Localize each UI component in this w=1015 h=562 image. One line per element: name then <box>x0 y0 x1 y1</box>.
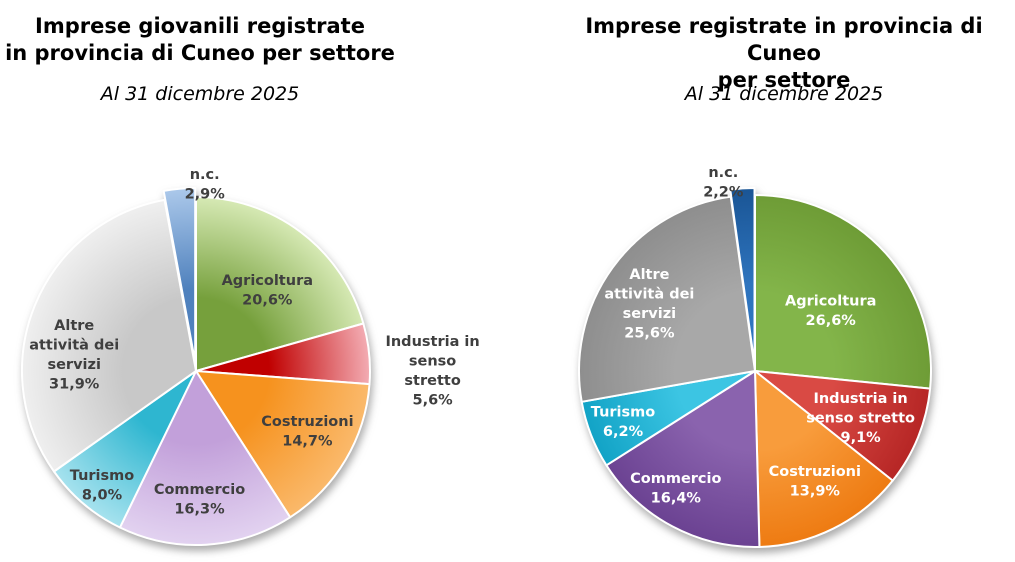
slice-label-agricoltura: Agricoltura 20,6% <box>222 273 313 309</box>
right-chart-title-line1: Imprese registrate in provincia di Cuneo <box>585 14 983 65</box>
left-chart-title-line2: in provincia di Cuneo per settore <box>5 41 395 65</box>
slice-label-commercio: Commercio 16,3% <box>154 482 245 518</box>
slice-label-n-c: n.c. 2,9% <box>185 167 226 203</box>
pie-slice-n-c <box>729 187 756 366</box>
slice-label-industria-in-senso-stretto: Industria in senso stretto 9,1% <box>806 391 915 446</box>
pie-slice-altre-attivit-dei-servizi <box>21 198 197 473</box>
pie-slice-n-c <box>162 187 197 364</box>
right-chart-title-line2: per settore <box>717 68 851 92</box>
left-chart-title-line1: Imprese giovanili registrate <box>35 14 365 38</box>
slice-label-costruzioni: Costruzioni 13,9% <box>769 464 861 500</box>
slice-label-turismo: Turismo 6,2% <box>591 404 655 440</box>
slice-label-costruzioni: Costruzioni 14,7% <box>261 414 353 450</box>
pie-slice-costruzioni <box>754 370 894 548</box>
pie-chart-youth-enterprises-by-sector: Agricoltura 20,6% Industria in senso stretto… <box>21 167 480 546</box>
pie-slice-costruzioni <box>195 370 371 519</box>
right-chart-subtitle: Al 31 dicembre 2025 <box>684 83 884 105</box>
slice-label-commercio: Commercio 16,4% <box>630 471 721 507</box>
pie-slice-industria-in-senso-stretto <box>754 370 932 482</box>
right-chart-title: Imprese registrate in provincia di Cuneo… <box>549 13 1015 94</box>
slice-label-n-c: n.c. 2,2% <box>703 165 744 201</box>
pie-slice-agricoltura <box>754 194 932 390</box>
pie-slice-altre-attivit-dei-servizi <box>578 195 756 403</box>
slice-label-industria-in-senso-stretto: Industria in senso stretto 5,6% <box>385 334 479 409</box>
pie-slice-commercio <box>605 370 761 548</box>
pie-chart-all-enterprises-by-sector: Agricoltura 26,6% Industria in senso strett… <box>578 165 932 548</box>
left-chart-title: Imprese giovanili registrate in provinci… <box>0 13 400 67</box>
left-chart-subtitle: Al 31 dicembre 2025 <box>100 83 300 105</box>
slice-label-altre-attivit-dei-servizi: Altre attività dei servizi 31,9% <box>29 318 119 393</box>
pie-slice-commercio <box>118 370 292 546</box>
pie-slice-agricoltura <box>195 196 365 372</box>
slice-label-agricoltura: Agricoltura 26,6% <box>785 293 876 329</box>
slice-label-turismo: Turismo 8,0% <box>70 468 134 504</box>
slice-label-altre-attivit-dei-servizi: Altre attività dei servizi 25,6% <box>604 267 694 342</box>
